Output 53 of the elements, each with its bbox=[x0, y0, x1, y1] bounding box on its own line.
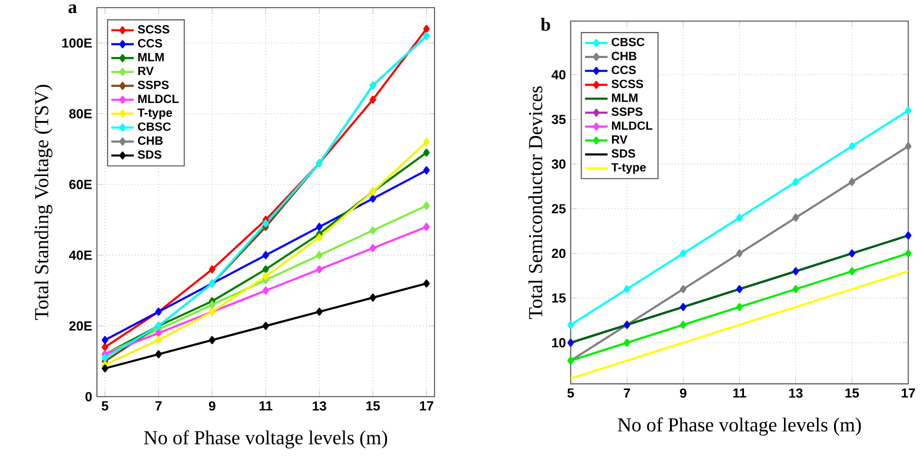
y-axis-title: Total Semiconductor Devices bbox=[528, 86, 542, 319]
legend-label: MLDCL bbox=[612, 121, 652, 130]
x-tick-label: 9 bbox=[680, 388, 686, 398]
x-tick-label: 11 bbox=[260, 401, 272, 410]
legend-label: RV bbox=[138, 66, 154, 76]
chart-title: a bbox=[68, 4, 77, 14]
legend-label: CCS bbox=[612, 66, 636, 74]
legend-label: SCSS bbox=[612, 80, 644, 88]
y-tick-label: 15 bbox=[552, 293, 566, 303]
legend-label: T-type bbox=[611, 163, 646, 174]
x-axis-title: No of Phase voltage levels (m) bbox=[618, 417, 861, 436]
legend-label: CCS bbox=[138, 39, 162, 48]
x-tick-label: 11 bbox=[733, 388, 746, 398]
chart-title: b bbox=[540, 18, 550, 31]
legend-label: CBSC bbox=[138, 122, 171, 131]
y-tick-label: 10 bbox=[552, 338, 566, 348]
y-tick-label: 60E bbox=[69, 180, 92, 190]
y-tick-label: 40 bbox=[552, 70, 566, 80]
legend-label: SDS bbox=[612, 149, 636, 158]
x-tick-label: 7 bbox=[155, 401, 162, 410]
y-tick-label: 25 bbox=[552, 204, 566, 214]
legend-label: SSPS bbox=[612, 107, 642, 116]
legend-label: CHB bbox=[138, 136, 163, 145]
x-tick-label: 7 bbox=[624, 388, 630, 398]
legend-label: SSPS bbox=[138, 80, 169, 90]
x-tick-label: 15 bbox=[846, 388, 859, 398]
y-tick-label: 20 bbox=[552, 248, 566, 258]
y-tick-label: 80E bbox=[69, 109, 92, 118]
legend-label: T-type bbox=[138, 108, 172, 120]
legend-label: SCSS bbox=[138, 25, 170, 34]
y-tick-label: 20E bbox=[69, 321, 92, 331]
x-axis-title: No of Phase voltage levels (m) bbox=[144, 430, 388, 448]
legend-label: RV bbox=[612, 135, 628, 144]
x-tick-label: 15 bbox=[366, 401, 380, 411]
y-tick-label: 0 bbox=[85, 392, 92, 402]
x-tick-label: 5 bbox=[567, 388, 574, 398]
legend-label: CBSC bbox=[612, 38, 645, 46]
y-tick-label: 100E bbox=[62, 38, 92, 48]
x-tick-label: 13 bbox=[789, 388, 803, 398]
y-axis-title: Total Standing Voltage (TSV) bbox=[34, 84, 52, 320]
y-tick-label: 35 bbox=[552, 114, 566, 124]
legend-label: CHB bbox=[612, 52, 636, 60]
legend-label: MLM bbox=[138, 53, 164, 62]
y-tick-label: 40E bbox=[69, 250, 92, 260]
x-tick-label: 17 bbox=[420, 401, 434, 410]
y-tick-label: 30 bbox=[552, 159, 566, 169]
legend-label: MLDCL bbox=[138, 94, 179, 104]
x-tick-label: 9 bbox=[208, 401, 216, 411]
legend-label: SDS bbox=[138, 150, 162, 159]
x-tick-label: 17 bbox=[902, 388, 916, 398]
legend-label: MLM bbox=[612, 94, 638, 102]
x-tick-label: 5 bbox=[102, 401, 108, 411]
x-tick-label: 13 bbox=[312, 401, 326, 411]
